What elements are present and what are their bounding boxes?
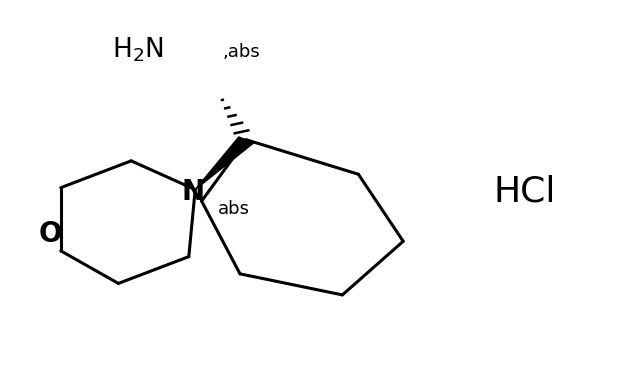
Text: ,abs: ,abs [223, 43, 260, 61]
Text: N: N [182, 177, 205, 206]
Text: abs: abs [218, 200, 250, 218]
Polygon shape [195, 137, 254, 190]
Text: H$_2$N: H$_2$N [112, 36, 164, 64]
Text: O: O [38, 219, 61, 248]
Text: HCl: HCl [493, 175, 556, 208]
